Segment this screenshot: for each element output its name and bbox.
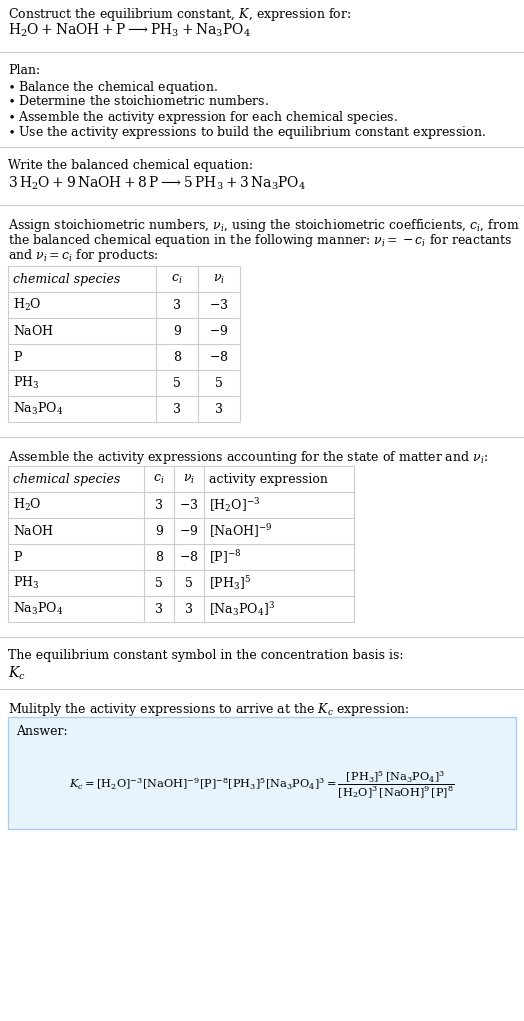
Text: 3: 3 (155, 602, 163, 616)
Text: 3: 3 (173, 402, 181, 416)
Text: 3: 3 (215, 402, 223, 416)
Text: $[\mathrm{P}]^{-8}$: $[\mathrm{P}]^{-8}$ (209, 548, 242, 566)
Text: $\mathrm{H_2O}$: $\mathrm{H_2O}$ (13, 297, 41, 313)
Text: chemical species: chemical species (13, 273, 120, 286)
Text: 3: 3 (155, 498, 163, 512)
Text: $\mathrm{P}$: $\mathrm{P}$ (13, 550, 23, 564)
Text: $-9$: $-9$ (179, 524, 199, 538)
Text: activity expression: activity expression (209, 473, 328, 486)
Text: Assign stoichiometric numbers, $\nu_i$, using the stoichiometric coefficients, $: Assign stoichiometric numbers, $\nu_i$, … (8, 217, 519, 234)
Text: $-8$: $-8$ (209, 350, 229, 364)
FancyBboxPatch shape (8, 717, 516, 829)
Text: 5: 5 (185, 577, 193, 589)
Text: $K_c = [\mathrm{H_2O}]^{-3}[\mathrm{NaOH}]^{-9}[\mathrm{P}]^{-8}[\mathrm{PH_3}]^: $K_c = [\mathrm{H_2O}]^{-3}[\mathrm{NaOH… (69, 770, 455, 800)
Text: $-3$: $-3$ (179, 498, 199, 512)
Text: 5: 5 (215, 377, 223, 389)
Text: $[\mathrm{H_2O}]^{-3}$: $[\mathrm{H_2O}]^{-3}$ (209, 496, 260, 514)
Text: $[\mathrm{Na_3PO_4}]^{3}$: $[\mathrm{Na_3PO_4}]^{3}$ (209, 600, 275, 618)
Bar (8, 266, 240, 422)
Text: $\mathrm{P}$: $\mathrm{P}$ (13, 350, 23, 364)
Text: $-3$: $-3$ (209, 298, 229, 312)
Text: $-9$: $-9$ (209, 324, 229, 338)
Text: 5: 5 (155, 577, 163, 589)
Text: 5: 5 (173, 377, 181, 389)
Text: Write the balanced chemical equation:: Write the balanced chemical equation: (8, 159, 253, 172)
Text: $\mathrm{NaOH}$: $\mathrm{NaOH}$ (13, 524, 54, 538)
Text: $\bullet$ Balance the chemical equation.: $\bullet$ Balance the chemical equation. (8, 79, 218, 96)
Text: $\nu_i$: $\nu_i$ (183, 473, 195, 486)
Text: Assemble the activity expressions accounting for the state of matter and $\nu_i$: Assemble the activity expressions accoun… (8, 449, 488, 466)
Text: $\mathrm{H_2O}$: $\mathrm{H_2O}$ (13, 497, 41, 513)
Text: $K_c$: $K_c$ (8, 665, 26, 682)
Text: 9: 9 (155, 525, 163, 537)
Text: Answer:: Answer: (16, 725, 68, 738)
Text: $\mathrm{Na_3PO_4}$: $\mathrm{Na_3PO_4}$ (13, 401, 63, 417)
Text: 9: 9 (173, 325, 181, 338)
Text: $\mathrm{PH_3}$: $\mathrm{PH_3}$ (13, 375, 39, 391)
Text: 8: 8 (173, 350, 181, 363)
Text: Construct the equilibrium constant, $K$, expression for:: Construct the equilibrium constant, $K$,… (8, 6, 351, 23)
Text: and $\nu_i = c_i$ for products:: and $\nu_i = c_i$ for products: (8, 247, 159, 264)
Text: $\mathrm{PH_3}$: $\mathrm{PH_3}$ (13, 575, 39, 591)
Text: $-8$: $-8$ (179, 550, 199, 564)
Text: Plan:: Plan: (8, 64, 40, 77)
Text: $\nu_i$: $\nu_i$ (213, 273, 225, 286)
Text: $c_i$: $c_i$ (171, 273, 183, 286)
Text: The equilibrium constant symbol in the concentration basis is:: The equilibrium constant symbol in the c… (8, 649, 403, 662)
Text: $[\mathrm{NaOH}]^{-9}$: $[\mathrm{NaOH}]^{-9}$ (209, 522, 272, 540)
Text: $\mathrm{NaOH}$: $\mathrm{NaOH}$ (13, 324, 54, 338)
Text: $\mathrm{H_2O + NaOH + P} \longrightarrow \mathrm{PH_3 + Na_3PO_4}$: $\mathrm{H_2O + NaOH + P} \longrightarro… (8, 22, 251, 40)
Text: chemical species: chemical species (13, 473, 120, 486)
Text: 8: 8 (155, 550, 163, 564)
Text: $\bullet$ Assemble the activity expression for each chemical species.: $\bullet$ Assemble the activity expressi… (8, 109, 398, 126)
Text: the balanced chemical equation in the following manner: $\nu_i = -c_i$ for react: the balanced chemical equation in the fo… (8, 232, 512, 249)
Text: 3: 3 (173, 298, 181, 311)
Text: $3\,\mathrm{H_2O} + 9\,\mathrm{NaOH} + 8\,\mathrm{P} \longrightarrow 5\,\mathrm{: $3\,\mathrm{H_2O} + 9\,\mathrm{NaOH} + 8… (8, 175, 306, 192)
Bar (8, 466, 354, 622)
Text: $c_i$: $c_i$ (154, 473, 165, 486)
Text: Mulitply the activity expressions to arrive at the $K_c$ expression:: Mulitply the activity expressions to arr… (8, 701, 409, 718)
Text: $\mathrm{Na_3PO_4}$: $\mathrm{Na_3PO_4}$ (13, 601, 63, 617)
Text: $[\mathrm{PH_3}]^{5}$: $[\mathrm{PH_3}]^{5}$ (209, 574, 251, 592)
Text: $\bullet$ Use the activity expressions to build the equilibrium constant express: $\bullet$ Use the activity expressions t… (8, 124, 486, 141)
Text: $\bullet$ Determine the stoichiometric numbers.: $\bullet$ Determine the stoichiometric n… (8, 94, 269, 108)
Text: 3: 3 (185, 602, 193, 616)
